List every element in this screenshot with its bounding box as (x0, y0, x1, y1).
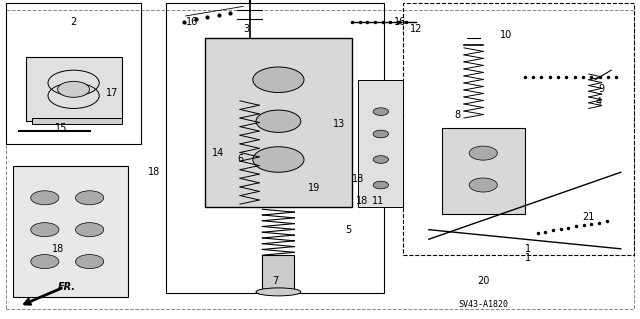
Text: 19: 19 (307, 183, 320, 193)
Text: FR.: FR. (58, 282, 76, 292)
Text: 17: 17 (106, 87, 118, 98)
Text: 9: 9 (598, 84, 605, 94)
Text: 18: 18 (355, 196, 368, 206)
Text: 21: 21 (582, 212, 595, 222)
Text: SV43-A1820: SV43-A1820 (458, 300, 508, 309)
Text: 1: 1 (525, 244, 531, 254)
Polygon shape (358, 80, 403, 207)
Polygon shape (262, 255, 294, 293)
Text: 18: 18 (51, 244, 64, 254)
Polygon shape (442, 128, 525, 214)
Circle shape (31, 223, 59, 237)
Text: 10: 10 (499, 30, 512, 40)
Circle shape (469, 146, 497, 160)
Text: 2: 2 (70, 17, 77, 27)
Circle shape (373, 108, 388, 115)
Circle shape (253, 147, 304, 172)
Text: 16: 16 (186, 17, 198, 27)
Circle shape (76, 191, 104, 205)
Polygon shape (13, 166, 128, 297)
Text: 8: 8 (454, 110, 461, 120)
Text: 11: 11 (371, 196, 384, 206)
Circle shape (31, 255, 59, 269)
Circle shape (256, 110, 301, 132)
Text: 13: 13 (333, 119, 346, 130)
Text: 16: 16 (394, 17, 406, 27)
Circle shape (373, 130, 388, 138)
Text: 14: 14 (211, 148, 224, 158)
Ellipse shape (256, 288, 301, 296)
Circle shape (76, 223, 104, 237)
Polygon shape (32, 118, 122, 124)
Text: 4: 4 (595, 97, 602, 107)
Circle shape (373, 181, 388, 189)
Text: 12: 12 (410, 24, 422, 34)
Text: 3: 3 (243, 24, 250, 34)
Circle shape (76, 255, 104, 269)
Circle shape (58, 81, 90, 97)
Circle shape (469, 178, 497, 192)
Circle shape (31, 191, 59, 205)
Text: 18: 18 (147, 167, 160, 177)
Text: 6: 6 (237, 154, 243, 165)
Text: 15: 15 (54, 122, 67, 133)
Circle shape (253, 67, 304, 93)
Text: 20: 20 (477, 276, 490, 286)
Polygon shape (26, 57, 122, 121)
Polygon shape (205, 38, 352, 207)
Circle shape (373, 156, 388, 163)
Text: 18: 18 (352, 174, 365, 184)
Text: 5: 5 (346, 225, 352, 235)
Text: 7: 7 (272, 276, 278, 286)
Text: 1: 1 (525, 253, 531, 263)
